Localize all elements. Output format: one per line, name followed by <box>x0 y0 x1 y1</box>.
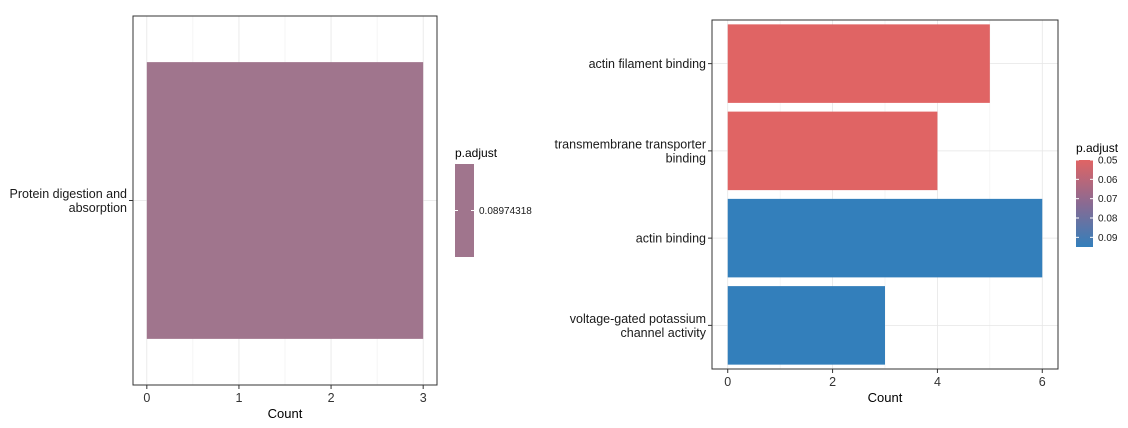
category-label-line: actin filament binding <box>589 57 706 71</box>
bar-2 <box>727 111 938 191</box>
legend-label: 0.05 <box>1098 156 1118 167</box>
legend-label: 0.09 <box>1098 233 1118 244</box>
x-tick-label: 2 <box>829 375 836 389</box>
category-label-line: channel activity <box>621 326 707 340</box>
legend-title: p.adjust <box>455 146 498 160</box>
category-label-line: actin binding <box>636 232 706 246</box>
category-label-line: voltage-gated potassium <box>570 312 706 326</box>
x-tick-label: 4 <box>934 375 941 389</box>
category-label: voltage-gated potassium channel activity <box>570 312 707 340</box>
plot-border <box>711 19 1059 370</box>
category-label: transmembrane transporter binding <box>555 137 706 165</box>
category-label-line: Protein digestion and <box>10 187 127 201</box>
x-axis-title: Count <box>268 406 303 421</box>
chart-right: actin filament binding transmembrane tran… <box>555 19 1119 405</box>
x-tick-label: 1 <box>235 391 242 405</box>
category-label-line: transmembrane transporter <box>555 137 706 151</box>
bar-4 <box>727 286 885 365</box>
legend-colorbar <box>455 164 474 257</box>
x-axis-title: Count <box>868 390 903 405</box>
category-label-line: absorption <box>69 201 127 215</box>
x-tick-label: 0 <box>724 375 731 389</box>
x-tick-label: 6 <box>1039 375 1046 389</box>
x-tick-label: 0 <box>143 391 150 405</box>
legend-title: p.adjust <box>1076 141 1119 155</box>
bar-1 <box>146 62 424 339</box>
legend-label: 0.08974318 <box>479 206 532 217</box>
bar-3 <box>727 198 1043 278</box>
category-label: Protein digestion and absorption <box>10 187 128 215</box>
legend-label: 0.07 <box>1098 194 1118 205</box>
category-label: actin filament binding <box>589 57 706 71</box>
legend-colorbar <box>1076 160 1093 247</box>
chart-left: Protein digestion and absorption 0 1 2 3 Count… <box>10 15 532 421</box>
x-tick-label: 3 <box>420 391 427 405</box>
bar-1 <box>727 24 990 103</box>
legend-label: 0.08 <box>1098 214 1118 225</box>
category-label: actin binding <box>636 232 706 246</box>
x-tick-label: 2 <box>328 391 335 405</box>
legend-label: 0.06 <box>1098 175 1118 186</box>
category-label-line: binding <box>666 151 706 165</box>
